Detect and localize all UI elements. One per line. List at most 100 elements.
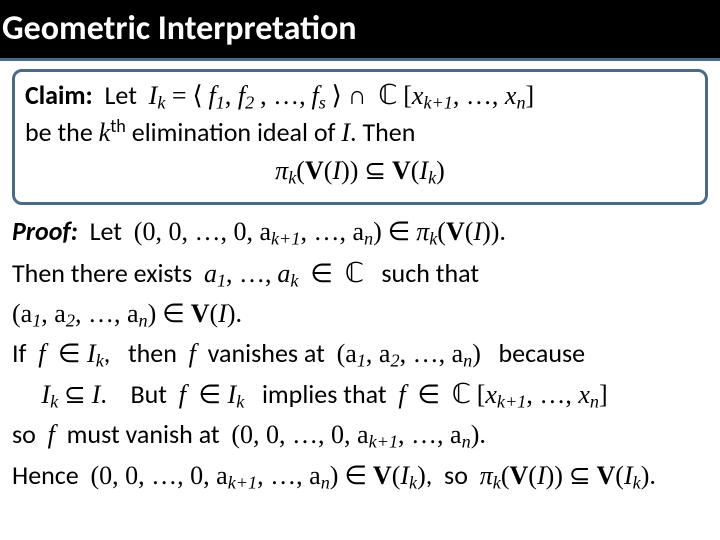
claim-box: Claim: Let Ik = ⟨ f1, f2 , …, fs ⟩ ∩ ℂ [… [12,69,708,205]
but-word: But [130,378,167,410]
ft-c1: , a [41,299,66,328]
ft2-1: 1 [357,350,366,370]
adots: , …, [226,259,272,288]
proof-line-1: Proof: Let (0, 0, …, 0, ak+1, …, an) ∈ π… [12,215,708,251]
zt3-n: n [321,472,330,492]
tuple-open: (0, 0, …, 0, a [134,217,271,246]
zero-tuple-3: (0, 0, …, 0, ak+1, …, an) [91,461,339,490]
if-word: If [12,337,27,369]
a1-sub: 1 [217,270,226,290]
vanishes-at: vanishes at [208,337,325,369]
proof-line-7: Hence (0, 0, …, 0, ak+1, …, an) ∈ V(Ik),… [12,459,708,495]
proof-line-2: Then there exists a1, …, ak ∈ ℂ such tha… [12,256,708,293]
Ik-subset-I: Ik [41,380,58,409]
an-sub: n [364,229,373,249]
VIk2-sub: k [633,472,641,492]
complex-C: ℂ [378,80,397,110]
ak: ak [277,259,298,288]
ft-1: 1 [32,310,41,330]
ak1-sub: k+1 [271,229,300,249]
Ik-sub3: k [236,392,244,412]
dot: . [499,215,506,247]
proof-label: Proof: [12,215,78,247]
claim-line-1: Claim: Let Ik = ⟨ f1, f2 , …, fs ⟩ ∩ ℂ [… [25,78,695,115]
VIk-sub: k [409,472,417,492]
slide: Geometric Interpretation Claim: Let Ik =… [0,0,720,540]
x-sym: x [505,81,517,110]
subset-sym: ⊆ [364,156,386,185]
ak-sub: k [290,270,298,290]
zt2-n: n [462,432,471,452]
fs: fs [311,81,325,110]
ft2-dots: , …, a [400,339,464,368]
ideal-dots: , …, [260,81,306,110]
f-sym3: f [179,380,186,409]
ft-close: ) [148,299,157,328]
zt3-open: (0, 0, …, 0, a [91,461,228,490]
so-word2: so [444,459,468,491]
f-sym4: f [398,380,405,409]
ft-dots: , …, a [75,299,139,328]
xk1: xk+1 [412,81,453,110]
zt3-close: ) [330,461,339,490]
claim-be-the: be the [25,116,99,148]
subset-sym3: ⊆ [569,461,591,490]
x-sym: x [412,81,424,110]
Ik-sub2: k [96,350,104,370]
f-sym: f [38,339,45,368]
ring-close2: ] [599,380,608,409]
zero-tuple: (0, 0, …, 0, ak+1, …, an) [134,217,382,246]
f1-sub: 1 [216,93,225,113]
xn-sub: n [516,93,525,113]
full-tuple: (a1, a2, …, an) [12,299,156,328]
kth: kth [99,116,126,148]
eq-sign: = [172,81,187,110]
ft-n: n [138,310,147,330]
xn-sub2: n [590,392,599,412]
Ik-sub: k [428,168,436,188]
piVI: πk [416,217,437,246]
ideal-open: ⟨ [192,81,202,110]
f-sym2: f [189,339,196,368]
proof-line-3: (a1, a2, …, an) ∈ V(I). [12,297,708,333]
xk1-sub: k+1 [423,93,452,113]
x-sym2: x [485,380,497,409]
subset-sym2: ⊆ [64,380,86,409]
claim-line-2: be the kth elimination ideal of I. Then [25,115,695,150]
proof-line-5: Ik ⊆ I. But f ∈ Ik implies that f ∈ ℂ [x… [12,377,708,414]
zt3-k1: k+1 [228,472,257,492]
claim-then: . Then [350,116,415,148]
zero-tuple-2: (0, 0, …, 0, ak+1, …, an) [231,420,479,449]
I-ls: k [50,392,58,412]
then-word: then [128,337,177,369]
xk1-sub2: k+1 [497,392,526,412]
proof-line-6: so f must vanish at (0, 0, …, 0, ak+1, …… [12,418,708,454]
ft2-2: 2 [390,350,399,370]
elem-sym3: ∈ [162,299,185,328]
must-vanish: must vanish at [67,418,220,450]
elem-sym4: ∈ [417,380,440,409]
f-sym: f [209,81,216,110]
I-sym: I [341,118,350,147]
ft-open: (a [12,299,32,328]
pi2k-sub: k [493,472,501,492]
elem-sym: ∈ [388,217,411,246]
zt2-k1: k+1 [369,432,398,452]
VI: V [305,156,324,185]
full-tuple-2: (a1, a2, …, an) [337,339,481,368]
k-sub: k [157,93,165,113]
slide-title: Geometric Interpretation [2,8,357,49]
comma: , [104,337,111,369]
ring-close: ] [526,81,535,110]
pi-k: πk [275,156,296,185]
claim-conclusion: πk(V(I)) ⊆ V(Ik) [25,154,695,190]
f-sym: f [238,81,245,110]
ring-open: [ [403,81,412,110]
then-exists: Then there exists [12,257,192,289]
ft2-close: ) [472,339,481,368]
f-sym: f [311,81,318,110]
ft2-open: (a [337,339,357,368]
complex-C3: ℂ [452,379,471,409]
elem-sym2: ∈ [310,259,333,288]
ft2-n: n [463,350,472,370]
